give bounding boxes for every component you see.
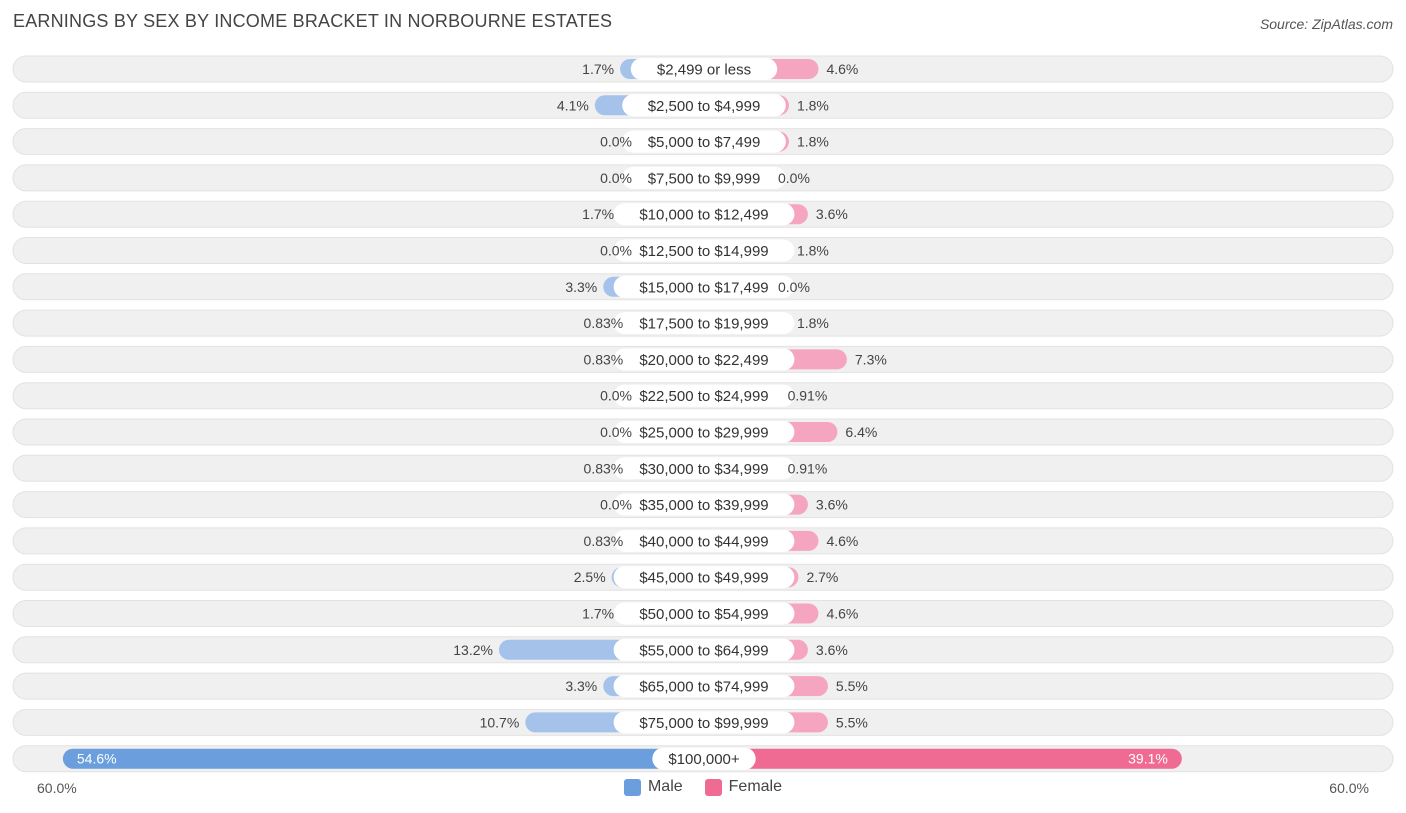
category-label: $17,500 to $19,999 [639,316,768,333]
value-label-female: 0.0% [778,279,810,295]
value-label-male: 3.3% [565,678,597,694]
category-label-bg [613,493,795,516]
value-label-male: 0.83% [584,460,624,476]
value-label-female: 1.8% [797,243,829,259]
category-label-bg [613,312,795,335]
value-label-male: 13.2% [453,642,493,658]
chart-area: $2,499 or less 1.7% 4.6% $2,500 to $4,999 4.… [12,55,1394,773]
value-label-male: 0.0% [600,170,632,186]
category-label-bg [613,421,795,443]
value-label-female: 1.8% [797,315,829,331]
category-label: $65,000 to $74,999 [639,679,768,696]
value-label-male: 0.83% [584,351,624,367]
value-label-female: 0.91% [788,460,828,476]
category-label-bg [613,203,795,226]
category-label: $75,000 to $99,999 [639,715,768,732]
category-label: $12,500 to $14,999 [639,243,768,260]
value-label-male: 0.83% [584,533,624,549]
category-label-bg [613,675,795,698]
value-label-male: 3.3% [565,279,597,295]
category-label: $2,499 or less [657,62,751,79]
category-label-bg [613,239,795,262]
category-label: $5,000 to $7,499 [648,134,761,151]
value-label-female: 1.8% [797,134,829,150]
category-label-bg [613,566,795,589]
category-label-bg [613,638,795,661]
category-label: $50,000 to $54,999 [639,606,768,623]
value-label-female: 5.5% [836,678,868,694]
value-label-male: 1.7% [582,206,614,222]
category-label: $30,000 to $34,999 [639,461,768,478]
source-credit: Source: ZipAtlas.com [1259,16,1393,32]
value-label-male: 0.0% [600,243,632,259]
value-label-female: 1.8% [797,97,829,113]
category-label: $20,000 to $22,499 [639,352,768,369]
category-label: $40,000 to $44,999 [639,533,768,550]
category-label: $55,000 to $64,999 [639,642,768,659]
value-label-female: 3.6% [816,642,848,658]
category-label: $100,000+ [668,751,740,768]
value-label-female: 7.3% [855,351,887,367]
category-label: $15,000 to $17,499 [639,279,768,296]
legend-label-female: Female [728,778,783,795]
bar-female [704,748,1182,769]
value-label-male: 4.1% [557,97,589,113]
value-label-male: 0.0% [600,497,632,513]
legend-swatch-female [704,778,722,796]
category-label-bg [652,747,756,770]
value-label-male: 10.7% [480,714,520,730]
category-label-bg [622,130,786,153]
value-label-male: 0.0% [600,134,632,150]
category-label-bg [613,602,795,625]
category-label-bg [622,166,786,189]
bar-male [62,748,704,769]
axis-left-label: 60.0% [37,780,77,796]
value-label-male: 0.0% [600,424,632,440]
value-label-male: 1.7% [582,606,614,622]
category-label-bg [613,275,795,298]
value-label-male: 0.0% [600,388,632,404]
category-label-bg [613,711,795,734]
category-label-bg [613,529,795,552]
value-label-male: 2.5% [574,569,606,585]
legend-label-male: Male [647,778,683,795]
category-label: $35,000 to $39,999 [639,497,768,514]
legend-item-male[interactable]: Male [623,778,683,796]
value-label-female: 3.6% [816,497,848,513]
value-label-female: 4.6% [826,61,858,77]
chart-title: EARNINGS BY SEX BY INCOME BRACKET IN NOR… [13,11,613,31]
value-label-female: 5.5% [836,714,868,730]
category-label: $25,000 to $29,999 [639,425,768,442]
value-label-female: 39.1% [1128,751,1168,767]
value-label-female: 0.91% [788,388,828,404]
category-label-bg [630,58,778,80]
legend-item-female[interactable]: Female [704,778,783,796]
value-label-male: 0.83% [584,315,624,331]
legend-swatch-male [623,778,641,796]
value-label-female: 3.6% [816,206,848,222]
value-label-female: 4.6% [826,606,858,622]
value-label-male: 54.6% [77,751,117,767]
category-label-bg [613,384,795,407]
category-label: $2,500 to $4,999 [648,98,761,115]
axis-right-label: 60.0% [1329,780,1369,796]
value-label-female: 0.0% [778,170,810,186]
category-label-bg [613,348,795,371]
category-label: $22,500 to $24,999 [639,388,768,405]
category-label-bg [622,94,786,117]
value-label-female: 2.7% [806,569,838,585]
category-label: $10,000 to $12,499 [639,207,768,224]
value-label-female: 6.4% [845,424,877,440]
value-label-male: 1.7% [582,61,614,77]
value-label-female: 4.6% [826,533,858,549]
category-label-bg [613,457,795,480]
category-label: $7,500 to $9,999 [648,170,761,187]
legend: Male Female [0,778,1406,796]
category-label: $45,000 to $49,999 [639,570,768,587]
